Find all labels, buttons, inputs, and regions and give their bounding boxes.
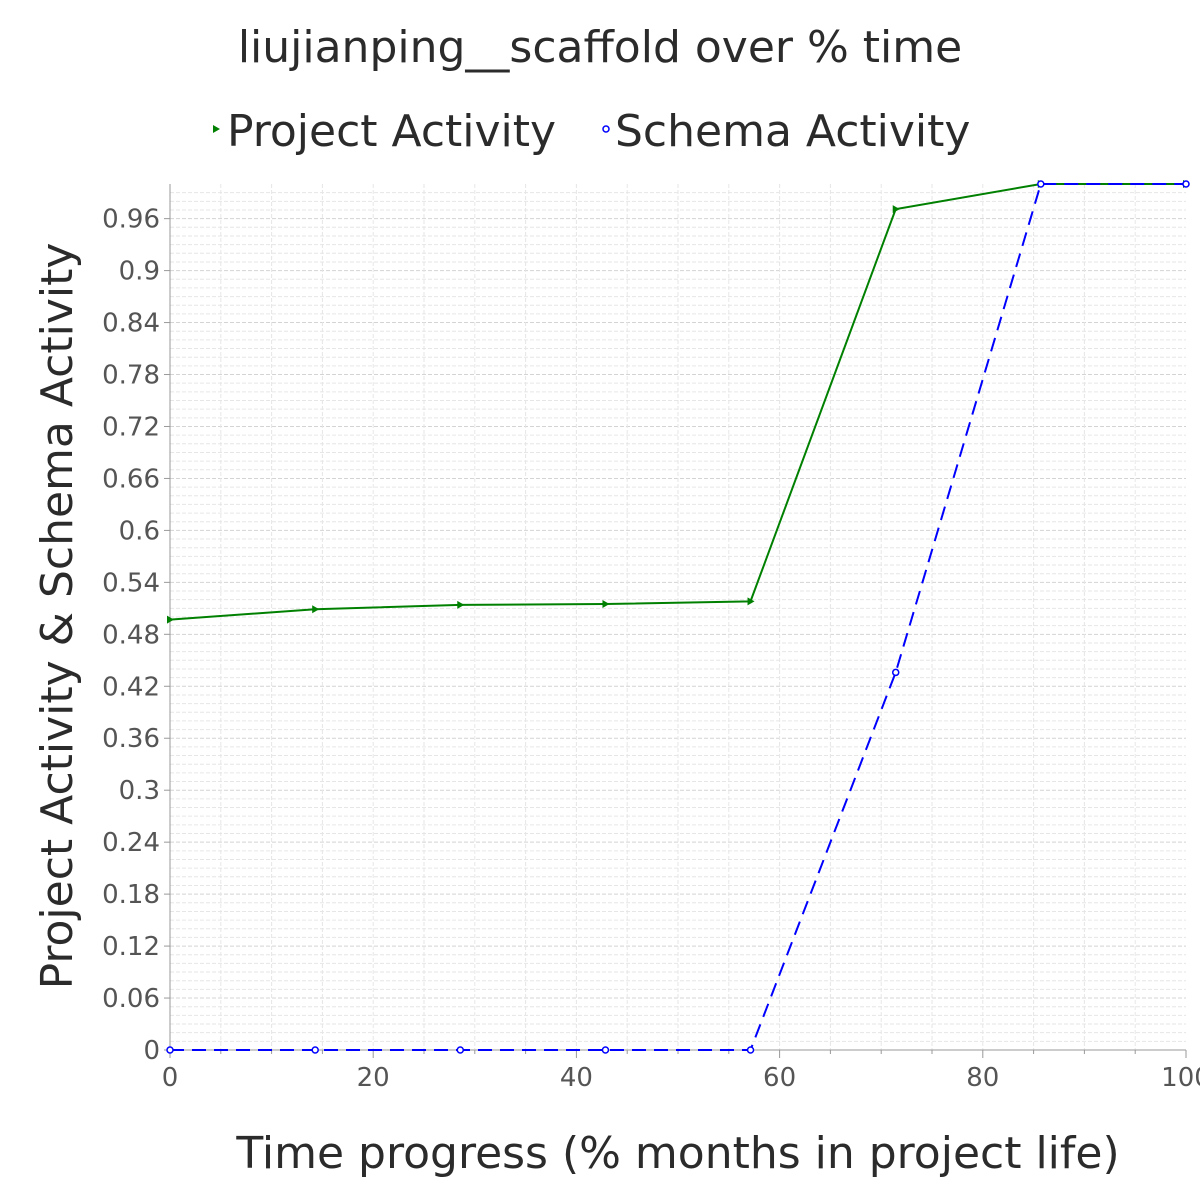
y-tick-label: 0.24 <box>102 828 160 858</box>
x-tick-label: 20 <box>357 1063 390 1093</box>
data-point <box>892 205 900 214</box>
data-point <box>456 1046 465 1054</box>
chart-title: liujianping__scaffold over % time <box>238 22 962 73</box>
data-point <box>1037 180 1045 188</box>
y-tick-label: 0.9 <box>119 257 160 287</box>
data-point <box>167 615 174 624</box>
data-point <box>311 1046 319 1054</box>
x-axis-label: Time progress (% months in project life) <box>235 1128 1119 1179</box>
x-tick-label: 0 <box>162 1063 179 1093</box>
x-tick-label: 40 <box>560 1063 593 1093</box>
data-point <box>746 1046 755 1054</box>
data-point <box>166 1046 174 1054</box>
x-tick-label: 100 <box>1161 1063 1200 1093</box>
y-tick-label: 0.18 <box>102 880 160 910</box>
y-tick-label: 0.12 <box>102 932 160 962</box>
x-tick-label: 80 <box>966 1063 999 1093</box>
series-layer <box>166 180 1190 1054</box>
legend: Project Activity Schema Activity <box>213 106 970 157</box>
y-tick-label: 0.54 <box>102 568 160 598</box>
series-line-schema-activity <box>170 183 1186 1051</box>
legend-marker-project-activity <box>213 125 220 133</box>
data-point <box>1182 180 1190 188</box>
legend-marker-schema-activity <box>602 125 610 133</box>
legend-label-schema-activity: Schema Activity <box>615 106 970 157</box>
legend-label-project-activity: Project Activity <box>227 106 556 157</box>
data-point <box>601 1046 610 1054</box>
y-axis-ticks: 0 0.06 0.12 0.18 0.24 0.3 0.36 0.42 0.48 0.54 0.6 0… <box>102 205 170 1066</box>
y-tick-label: 0.36 <box>102 724 160 754</box>
y-tick-label: 0.66 <box>102 464 160 494</box>
data-point <box>891 668 900 677</box>
data-point <box>747 597 755 606</box>
y-tick-label: 0.78 <box>102 361 160 391</box>
y-tick-label: 0 <box>143 1036 160 1066</box>
grid <box>170 184 1186 1051</box>
x-axis-ticks: 0 20 40 60 80 100 <box>162 1050 1200 1093</box>
y-tick-label: 0.6 <box>119 516 160 546</box>
y-tick-label: 0.06 <box>102 984 160 1014</box>
y-tick-label: 0.42 <box>102 672 160 702</box>
data-point <box>457 600 465 609</box>
data-point <box>602 600 610 609</box>
y-tick-label: 0.84 <box>102 309 160 339</box>
y-tick-label: 0.3 <box>119 776 160 806</box>
y-tick-label: 0.96 <box>102 205 160 235</box>
series-schema-activity <box>166 180 1190 1054</box>
y-axis-label: Project Activity & Schema Activity <box>32 243 83 990</box>
x-tick-label: 60 <box>763 1063 796 1093</box>
series-project-activity <box>167 180 1190 624</box>
data-point <box>312 605 320 614</box>
y-tick-label: 0.48 <box>102 620 160 650</box>
series-line-project-activity <box>169 183 1186 621</box>
y-tick-label: 0.72 <box>102 412 160 442</box>
